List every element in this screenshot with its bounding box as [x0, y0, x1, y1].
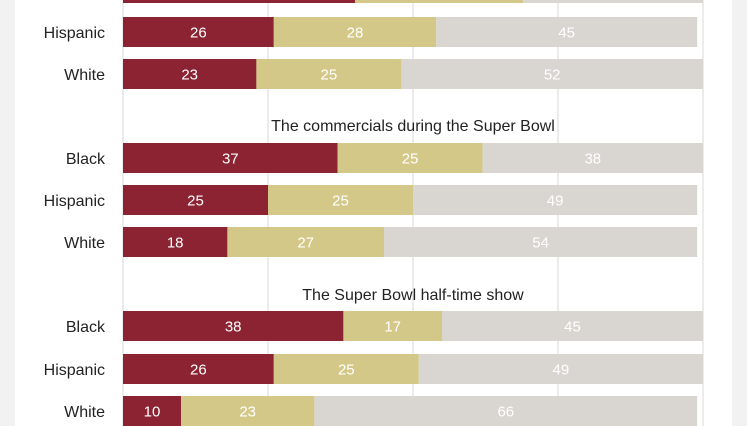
bar-segment	[123, 354, 274, 384]
bar-segment	[355, 0, 524, 3]
bar-segment	[314, 396, 698, 426]
data-label: 38	[584, 151, 601, 168]
bar-segment	[442, 311, 703, 341]
data-label: 49	[553, 362, 570, 379]
bar-segment	[256, 59, 402, 89]
row-label: White	[64, 235, 105, 252]
bar-segment	[401, 59, 703, 89]
row-label: Hispanic	[44, 362, 105, 379]
row-label: Black	[66, 319, 106, 336]
data-label: 49	[547, 193, 564, 210]
data-label: 66	[497, 404, 514, 421]
data-label: 23	[239, 404, 256, 421]
data-label: 27	[297, 235, 314, 252]
bar-segment	[123, 17, 274, 47]
row-label: Black	[66, 151, 106, 168]
section-title: The Super Bowl half-time show	[302, 287, 524, 304]
data-label: 18	[167, 235, 184, 252]
bar-segment	[123, 59, 257, 89]
data-label: 25	[338, 362, 355, 379]
section-title: The commercials during the Super Bowl	[271, 118, 555, 135]
bar-segment	[413, 185, 698, 215]
bar-segment	[123, 143, 338, 173]
bar-segment	[384, 227, 698, 257]
bar-segment	[436, 17, 698, 47]
data-label: 38	[225, 319, 242, 336]
data-label: 52	[544, 67, 561, 84]
bar-segment	[123, 396, 181, 426]
bar-segment	[337, 143, 483, 173]
row-label: White	[64, 67, 105, 84]
data-label: 25	[187, 193, 204, 210]
bar-segment	[273, 17, 437, 47]
bar-segment	[123, 0, 355, 3]
data-label: 37	[222, 151, 239, 168]
bar-segment	[268, 185, 413, 215]
bar-segment	[227, 227, 384, 257]
data-label: 54	[532, 235, 549, 252]
bar-segment	[181, 396, 315, 426]
bar-segment	[123, 185, 268, 215]
data-label: 10	[144, 404, 161, 421]
bar-segment	[123, 311, 344, 341]
data-label: 28	[347, 25, 364, 42]
row-label: White	[64, 404, 105, 421]
row-label: Hispanic	[44, 25, 105, 42]
data-label: 26	[190, 25, 207, 42]
bar-segment	[523, 0, 703, 3]
bar-segment	[482, 143, 703, 173]
data-label: 17	[384, 319, 401, 336]
bar-segment	[123, 227, 228, 257]
data-label: 25	[402, 151, 419, 168]
data-label: 25	[321, 67, 338, 84]
data-label: 23	[181, 67, 198, 84]
data-label: 25	[332, 193, 349, 210]
bar-segment	[343, 311, 442, 341]
data-label: 45	[558, 25, 575, 42]
bar-segment	[273, 354, 419, 384]
data-label: 45	[564, 319, 581, 336]
data-label: 26	[190, 362, 207, 379]
bar-segment	[418, 354, 703, 384]
row-label: Hispanic	[44, 193, 105, 210]
